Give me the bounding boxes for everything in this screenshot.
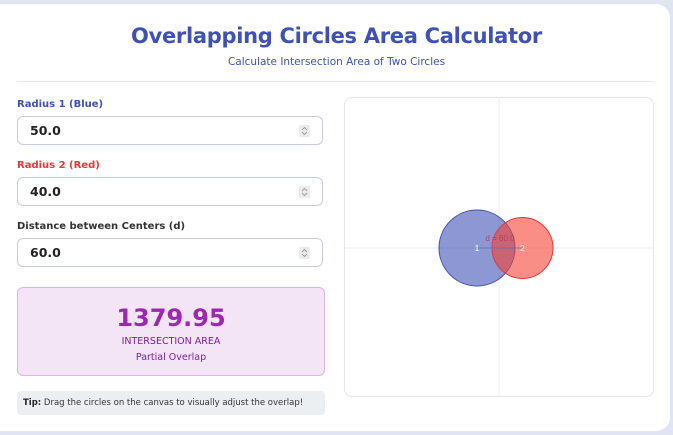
radius2-input[interactable]: 40.0	[17, 177, 323, 206]
radius2-value: 40.0	[30, 184, 61, 199]
radius1-input[interactable]: 50.0	[17, 116, 323, 145]
tip-text: Drag the circles on the canvas to visual…	[41, 398, 304, 408]
tip-box: Tip: Drag the circles on the canvas to v…	[17, 391, 325, 415]
distance-input[interactable]: 60.0	[17, 238, 323, 267]
radius1-stepper-icon[interactable]	[299, 125, 310, 137]
radius2-label: Radius 2 (Red)	[17, 160, 100, 171]
distance-value: 60.0	[30, 245, 61, 260]
radius1-value: 50.0	[30, 123, 61, 138]
tip-prefix: Tip:	[23, 398, 42, 408]
page-title: Overlapping Circles Area Calculator	[131, 24, 542, 48]
radius1-label: Radius 1 (Blue)	[17, 99, 104, 110]
circle-1-label: 1	[475, 243, 480, 253]
distance-label: Distance between Centers (d)	[17, 221, 186, 232]
page-subtitle: Calculate Intersection Area of Two Circl…	[227, 56, 446, 68]
overlap-status: Partial Overlap	[135, 352, 207, 363]
distance-label-canvas: d = 60.0	[485, 234, 515, 243]
radius2-stepper-icon[interactable]	[299, 186, 310, 198]
result-panel: 1379.95 INTERSECTION AREA Partial Overla…	[17, 287, 325, 376]
intersection-area-value: 1379.95	[116, 304, 226, 332]
header-divider	[17, 81, 654, 82]
distance-stepper-icon[interactable]	[299, 247, 310, 259]
circle-2-label: 2	[520, 243, 525, 253]
intersection-area-label: INTERSECTION AREA	[121, 336, 221, 347]
circles-canvas[interactable]: d = 60.0 1 2	[344, 97, 654, 397]
